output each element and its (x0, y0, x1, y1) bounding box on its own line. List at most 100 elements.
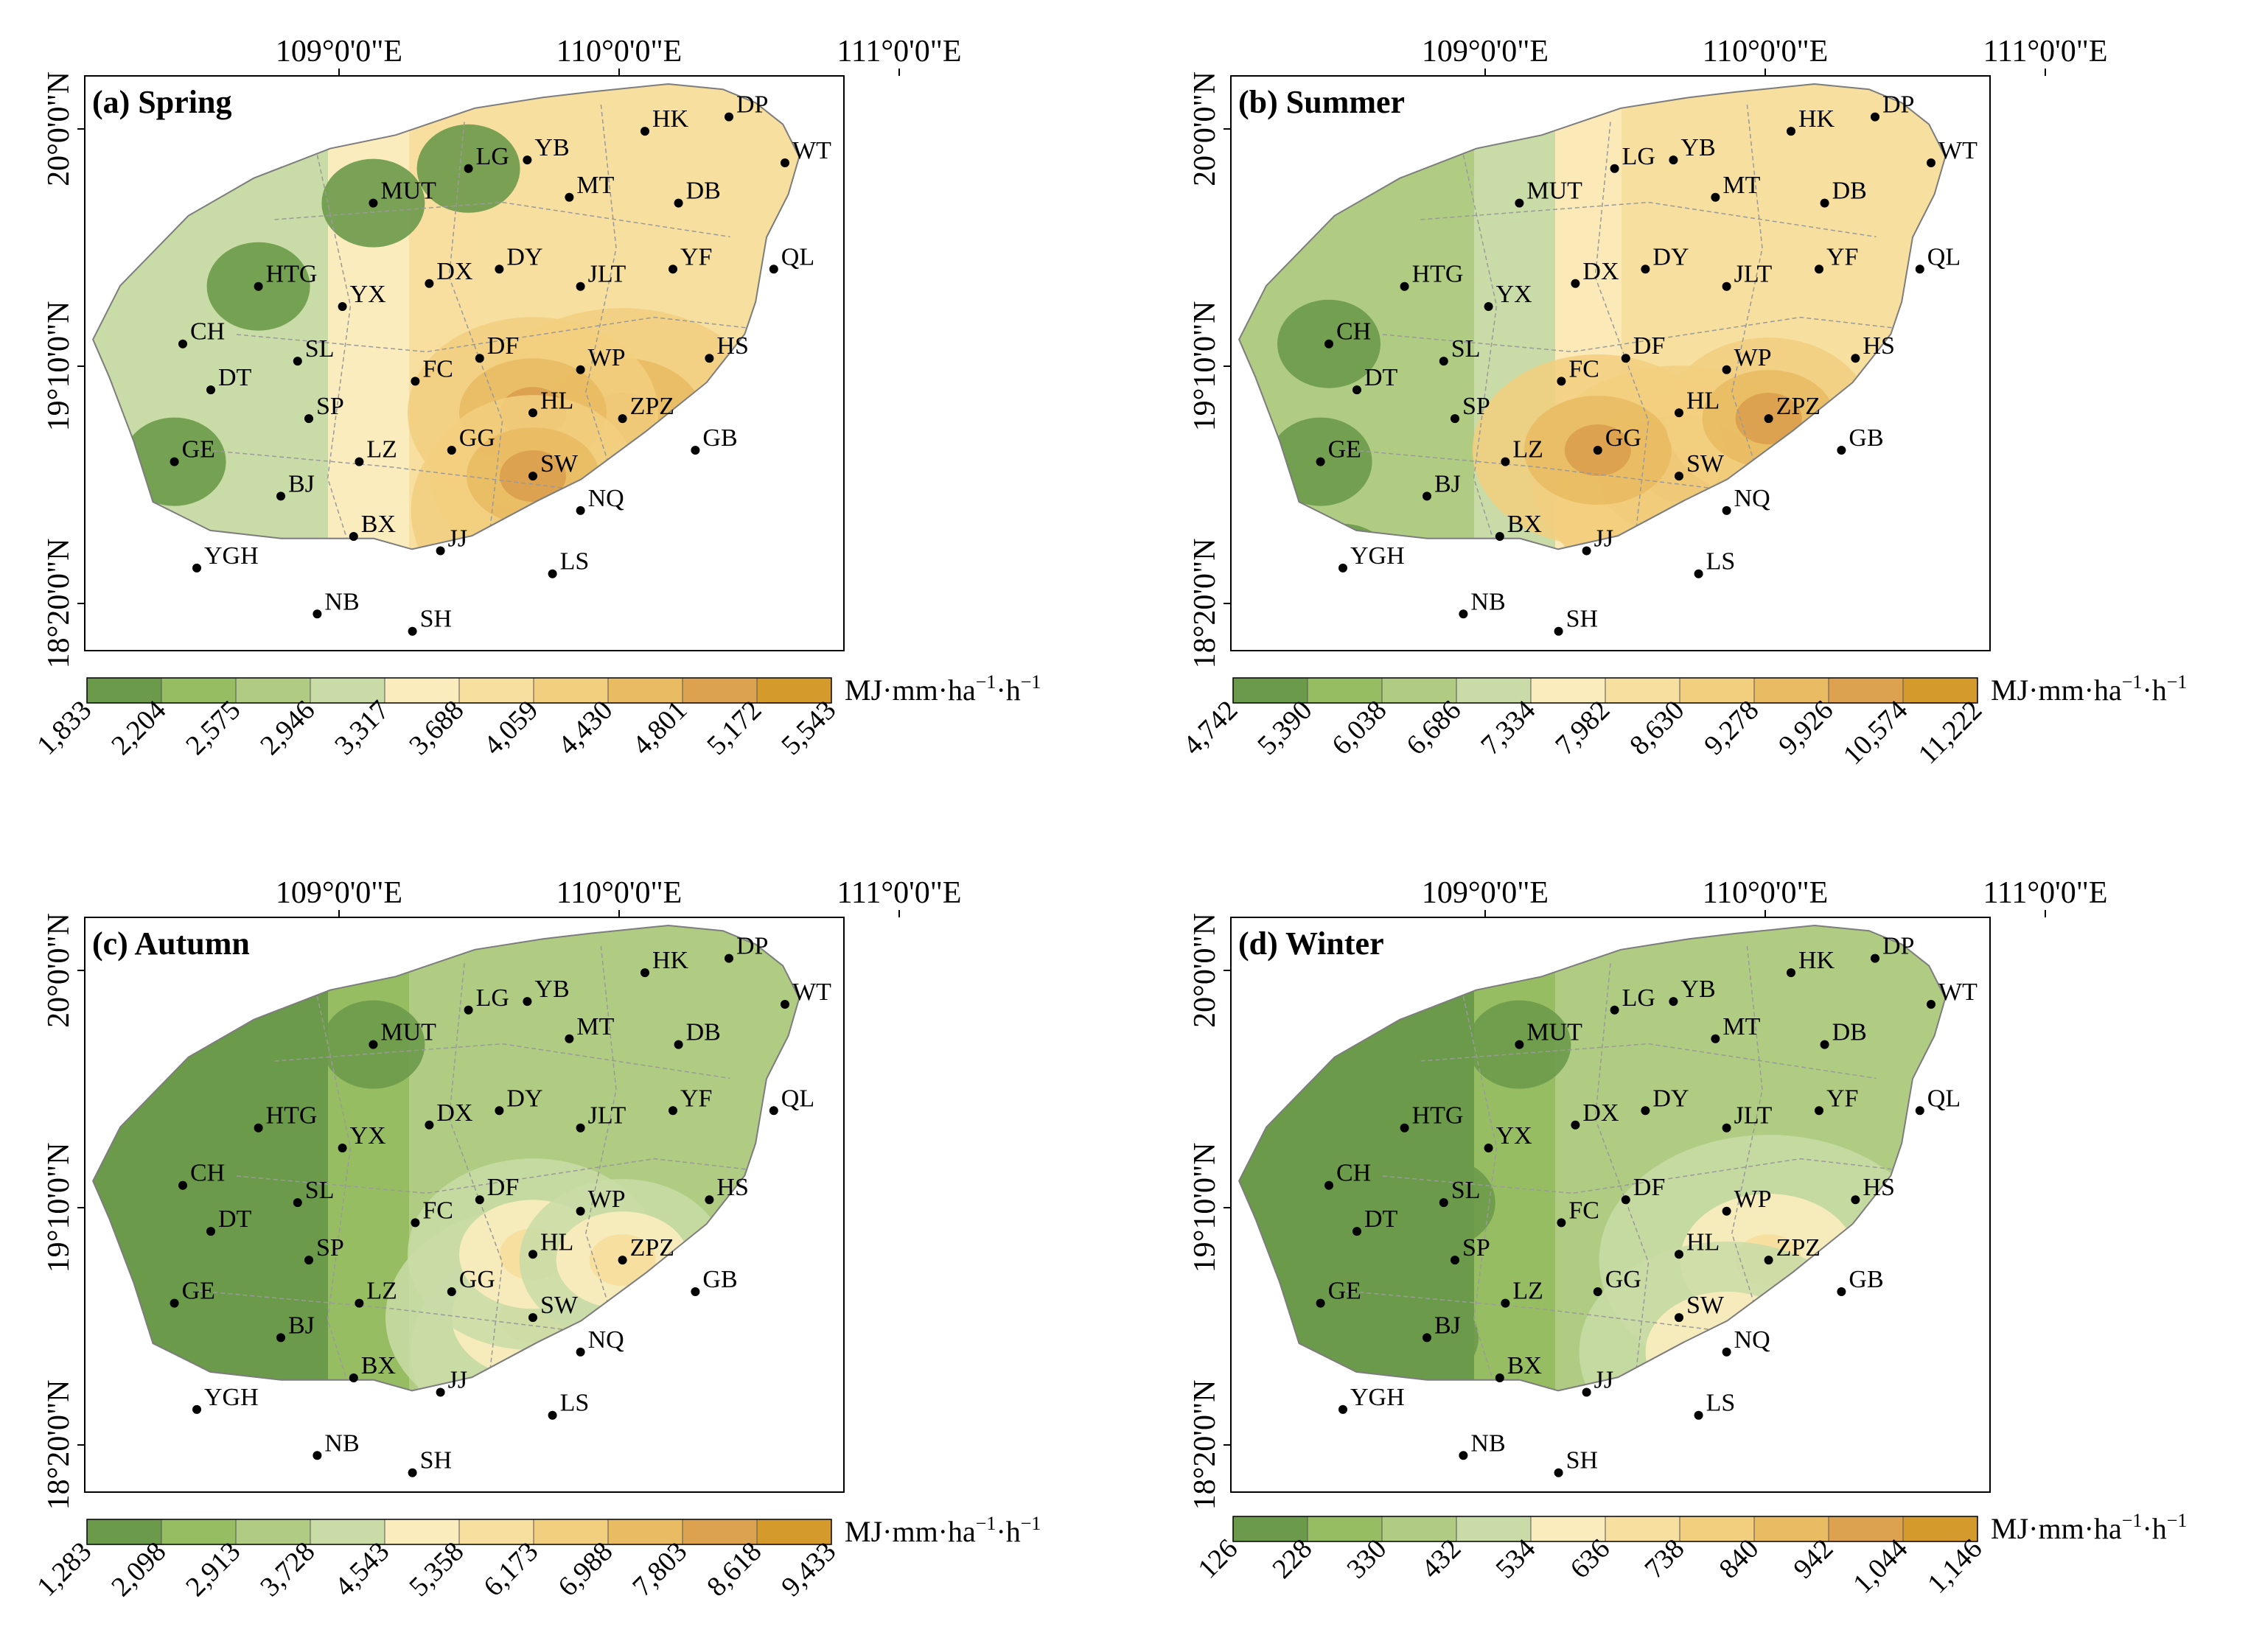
lat-label: 18°20'0"N (42, 539, 76, 669)
station-dot-HK (640, 968, 649, 978)
station-label-SW: SW (1686, 450, 1725, 477)
lon-label: 111°0'0"E (1983, 35, 2107, 69)
station-label-BJ: BJ (288, 1312, 315, 1339)
station-dot-HS (1851, 354, 1860, 363)
panel-title: (a) Spring (92, 84, 231, 120)
station-dot-DB (1820, 1040, 1829, 1049)
station-label-WP: WP (588, 344, 626, 371)
station-label-YB: YB (1680, 134, 1715, 161)
lon-label: 110°0'0"E (1703, 876, 1829, 910)
colorbar-tick-label: 3,317 (329, 695, 395, 761)
colorbar-tick-label: 5,358 (403, 1536, 469, 1603)
island-outline (1238, 83, 1947, 550)
lon-label: 111°0'0"E (837, 35, 961, 69)
station-label-GB: GB (1849, 424, 1883, 452)
colorbar-unit: MJ·mm·ha−1·h−1 (1991, 1510, 2187, 1545)
station-label-FC: FC (422, 1197, 453, 1224)
station-dot-WT (1927, 1000, 1935, 1009)
station-label-DY: DY (1652, 243, 1689, 270)
station-dot-YF (669, 1106, 677, 1116)
station-dot-GB (691, 1287, 700, 1296)
county-boundary (274, 201, 730, 238)
station-dot-SP (304, 1256, 313, 1265)
station-dot-QL (1915, 265, 1924, 274)
station-label-LG: LG (476, 984, 509, 1012)
station-dot-GE (170, 1298, 179, 1308)
station-dot-BX (349, 1373, 358, 1382)
station-label-YB: YB (534, 134, 569, 161)
station-dot-YB (523, 997, 532, 1007)
station-label-LZ: LZ (1512, 1278, 1543, 1305)
county-boundary (1594, 122, 1650, 550)
station-label-DF: DF (487, 1174, 519, 1201)
station-dot-BX (1495, 1373, 1504, 1382)
colorbar-tick-label: 5,543 (775, 695, 842, 761)
station-dot-DT (206, 385, 215, 395)
colorbar-segment (310, 1519, 385, 1545)
station-dot-DP (1871, 953, 1879, 963)
station-dot-QL (769, 265, 778, 274)
station-dot-DX (1571, 279, 1580, 288)
island-outline (1238, 924, 1947, 1392)
lat-label: 20°0'0"N (1188, 71, 1222, 186)
station-label-HL: HL (540, 387, 573, 414)
station-label-ZPZ: ZPZ (1776, 1234, 1821, 1261)
station-dot-SH (408, 626, 417, 636)
station-label-HTG: HTG (266, 1102, 318, 1130)
station-dot-WP (1722, 365, 1731, 374)
station-dot-GE (1316, 1298, 1325, 1308)
station-dot-WT (781, 158, 789, 167)
station-label-GG: GG (1605, 1266, 1641, 1293)
station-label-LZ: LZ (1512, 436, 1543, 463)
station-label-GG: GG (459, 424, 495, 452)
colorbar-tick-label: 9,278 (1698, 695, 1764, 761)
station-dot-CH (1324, 339, 1333, 349)
station-dot-WP (576, 365, 585, 374)
station-dot-YF (669, 265, 677, 274)
station-label-HK: HK (1798, 947, 1835, 974)
colorbar-tick-label: 3,688 (403, 695, 469, 761)
colorbar-tick-label: 6,173 (478, 1536, 544, 1603)
colorbar-segment (1456, 1516, 1532, 1542)
colorbar-tick-label: 2,204 (105, 695, 172, 761)
station-dot-DT (1352, 385, 1361, 395)
county-boundary (1382, 1158, 1946, 1194)
colorbar-tick-label: 1,833 (31, 695, 97, 761)
panel-title: (b) Summer (1238, 84, 1405, 120)
station-dot-LS (548, 1410, 557, 1420)
station-dot-YF (1815, 265, 1823, 274)
station-label-SW: SW (540, 1292, 579, 1319)
station-dot-SL (293, 357, 302, 366)
station-label-BX: BX (361, 1352, 396, 1379)
station-dot-YB (1669, 155, 1678, 165)
station-dot-LZ (355, 457, 364, 466)
station-label-DB: DB (1832, 178, 1867, 205)
station-label-MUT: MUT (1526, 178, 1582, 205)
station-label-SP: SP (316, 393, 344, 420)
colorbar-tick-label: 1,146 (1921, 1533, 1988, 1600)
station-label-JLT: JLT (1734, 261, 1773, 288)
station-dot-GE (170, 457, 179, 466)
station-label-LS: LS (1706, 548, 1736, 575)
colorbar-segment (607, 1519, 683, 1545)
station-dot-SP (1451, 1256, 1459, 1265)
station-dot-LS (1694, 569, 1703, 578)
station-dot-YGH (192, 1404, 201, 1414)
station-dot-LS (1694, 1410, 1703, 1420)
station-label-GB: GB (1849, 1266, 1883, 1293)
colorbar-tick-label: 4,801 (626, 695, 693, 761)
station-dot-LG (1610, 164, 1619, 173)
station-dot-LG (1610, 1005, 1619, 1015)
colorbar-segment (1307, 677, 1383, 704)
station-dot-HL (1675, 1250, 1683, 1259)
station-dot-LZ (1501, 1298, 1510, 1308)
station-label-YGH: YGH (1350, 1384, 1405, 1411)
colorbar-tick-label: 2,946 (254, 695, 321, 761)
station-label-HS: HS (716, 332, 748, 360)
station-label-NB: NB (324, 1429, 359, 1457)
station-label-SH: SH (1566, 1447, 1598, 1474)
station-dot-SL (1439, 357, 1448, 366)
station-dot-DP (725, 953, 733, 963)
station-dot-BJ (1423, 491, 1431, 501)
station-dot-JJ (436, 546, 445, 556)
